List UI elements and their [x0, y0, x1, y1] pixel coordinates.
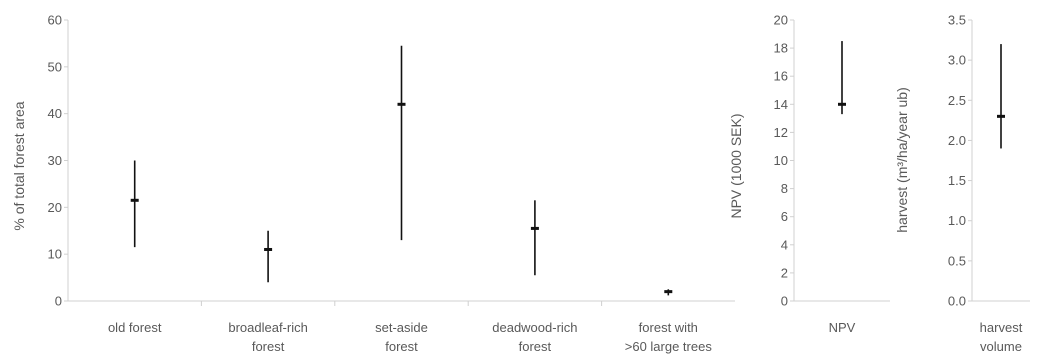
y-tick-label: 12	[774, 125, 788, 140]
y-axis-label-npv: NPV (1000 SEK)	[728, 113, 744, 218]
y-tick-label: 2	[781, 265, 788, 280]
category-label: forest	[252, 339, 285, 354]
y-tick-label: 0	[55, 294, 62, 309]
y-tick-label: 1.0	[948, 213, 966, 228]
y-tick-label: 16	[774, 69, 788, 84]
category-label: deadwood-rich	[492, 320, 577, 335]
y-tick-label: 8	[781, 181, 788, 196]
y-tick-label: 3.0	[948, 53, 966, 68]
category-label: NPV	[829, 320, 856, 335]
chart-panel-npv: NPV (1000 SEK) 0 2 4 6 8 10 12 14 16 18 20 NPV	[728, 13, 890, 335]
category-label: volume	[980, 339, 1022, 354]
y-tick-label: 60	[48, 13, 62, 28]
y-tick-label: 4	[781, 237, 788, 252]
category-label: forest	[385, 339, 418, 354]
y-tick-label: 14	[774, 97, 788, 112]
y-tick-label: 20	[48, 200, 62, 215]
category-label: >60 large trees	[625, 339, 713, 354]
y-tick-label: 40	[48, 106, 62, 121]
y-tick-label: 30	[48, 153, 62, 168]
y-tick-label: 1.5	[948, 173, 966, 188]
y-tick-label: 2.5	[948, 93, 966, 108]
y-tick-label: 10	[774, 153, 788, 168]
y-tick-label: 6	[781, 209, 788, 224]
y-tick-label: 0.0	[948, 294, 966, 309]
y-tick-label: 0	[781, 294, 788, 309]
y-axis-label-harvest: harvest (m³/ha/year ub)	[894, 87, 910, 233]
y-tick-label: 2.0	[948, 133, 966, 148]
chart-panel-harvest: harvest (m³/ha/year ub) 0.0 0.5 1.0 1.5 2.0 2…	[894, 13, 1030, 354]
category-label: forest	[519, 339, 552, 354]
category-label: forest with	[639, 320, 698, 335]
category-label: set-aside	[375, 320, 428, 335]
category-label: harvest	[980, 320, 1023, 335]
category-label: old forest	[108, 320, 162, 335]
y-axis-label-forest-area: % of total forest area	[11, 101, 27, 230]
y-tick-label: 20	[774, 13, 788, 28]
y-tick-label: 50	[48, 59, 62, 74]
y-tick-label: 18	[774, 41, 788, 56]
category-label: broadleaf-rich	[228, 320, 308, 335]
chart-panel-forest-area: % of total forest area 0 10 20 30 40 50 60 old …	[11, 13, 735, 354]
y-tick-label: 0.5	[948, 253, 966, 268]
y-tick-label: 3.5	[948, 13, 966, 28]
y-tick-label: 10	[48, 247, 62, 262]
